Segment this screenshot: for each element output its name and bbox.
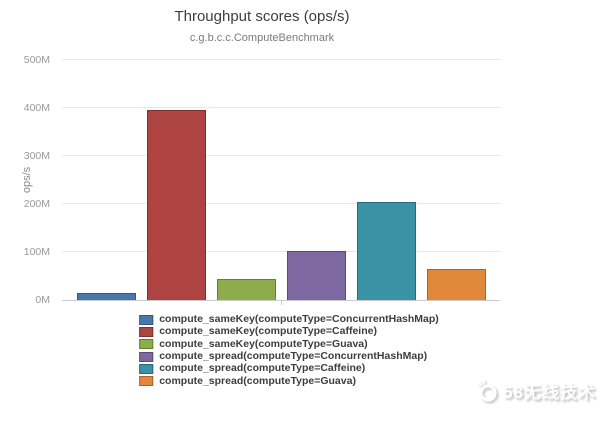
gridline-400M bbox=[62, 107, 500, 108]
legend-swatch-icon bbox=[139, 314, 154, 325]
gridline-500M bbox=[62, 59, 500, 60]
y-tick-label-300M: 300M bbox=[23, 150, 50, 162]
legend-label: compute_sameKey(computeType=ConcurrentHa… bbox=[159, 313, 439, 326]
legend-swatch-icon bbox=[139, 326, 154, 337]
watermark: 58无线技术 bbox=[474, 377, 596, 403]
legend-label: compute_spread(computeType=Caffeine) bbox=[159, 362, 366, 375]
bar-compute_sameKey(computeType=Guava) bbox=[216, 279, 276, 300]
legend-item: compute_spread(computeType=Guava) bbox=[139, 374, 439, 387]
chart-title: Throughput scores (ops/s) bbox=[174, 8, 350, 25]
y-tick-label-200M: 200M bbox=[23, 198, 50, 210]
legend-swatch-icon bbox=[139, 376, 154, 387]
y-tick-label-100M: 100M bbox=[23, 246, 50, 258]
gridline-300M bbox=[62, 155, 500, 156]
legend-swatch-icon bbox=[139, 339, 154, 350]
legend-swatch-icon bbox=[139, 351, 154, 362]
chart-subtitle: c.g.b.c.c.ComputeBenchmark bbox=[189, 32, 335, 44]
legend-swatch-icon bbox=[139, 363, 154, 374]
legend-item: compute_spread(computeType=Caffeine) bbox=[139, 363, 439, 374]
legend-item: compute_sameKey(computeType=ConcurrentHa… bbox=[139, 314, 439, 325]
bar-compute_spread(computeType=ConcurrentHashMap) bbox=[286, 250, 346, 300]
legend-item: compute_spread(computeType=ConcurrentHas… bbox=[139, 351, 439, 362]
bar-group bbox=[62, 52, 500, 300]
legend-label: compute_sameKey(computeType=Caffeine) bbox=[159, 325, 377, 338]
58-wireless-logo-icon bbox=[477, 379, 497, 402]
legend-item: compute_sameKey(computeType=Guava) bbox=[139, 337, 439, 350]
bar-compute_sameKey(computeType=ConcurrentHashMap) bbox=[76, 292, 136, 300]
bar-compute_spread(computeType=Caffeine) bbox=[356, 201, 416, 300]
plot-area bbox=[62, 52, 500, 305]
watermark-text: 58无线技术 bbox=[503, 382, 596, 402]
legend: compute_sameKey(computeType=ConcurrentHa… bbox=[139, 314, 439, 388]
legend-label: compute_spread(computeType=Guava) bbox=[159, 374, 356, 387]
y-tick-label-400M: 400M bbox=[23, 102, 50, 114]
legend-label: compute_sameKey(computeType=Guava) bbox=[159, 337, 368, 350]
gridline-100M bbox=[62, 251, 500, 252]
bar-compute_spread(computeType=Guava) bbox=[426, 269, 486, 300]
y-tick-label-0M: 0M bbox=[35, 294, 50, 306]
y-tick-label-500M: 500M bbox=[23, 54, 50, 66]
y-axis-label: ops/s bbox=[21, 166, 33, 194]
bar-compute_sameKey(computeType=Caffeine) bbox=[146, 110, 206, 300]
x-axis-tick bbox=[281, 301, 282, 305]
legend-label: compute_spread(computeType=ConcurrentHas… bbox=[159, 350, 428, 363]
gridline-200M bbox=[62, 203, 500, 204]
legend-item: compute_sameKey(computeType=Caffeine) bbox=[139, 326, 439, 337]
